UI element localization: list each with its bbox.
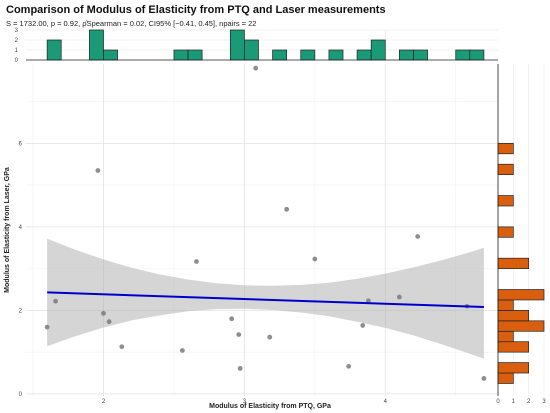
right-histogram-tick-label: 3 xyxy=(542,399,546,405)
right-histogram-bar xyxy=(497,341,530,353)
chart-subtitle: S = 1732.00, p = 0.92, ρ̂Spearman = 0.02… xyxy=(6,19,257,28)
x-tick-label: 4 xyxy=(384,399,388,405)
top-histogram-bar xyxy=(356,49,372,61)
top-histogram-bar xyxy=(370,39,386,61)
x-axis-title: Modulus of Elasticity from PTQ, GPa xyxy=(209,403,331,410)
data-point xyxy=(267,334,273,340)
right-histogram-bar xyxy=(497,362,530,374)
data-point xyxy=(360,323,366,328)
x-tick-label: 3 xyxy=(243,399,247,405)
top-histogram-tick-label: 3 xyxy=(15,28,19,34)
data-point xyxy=(415,234,421,239)
right-histogram-bar xyxy=(497,330,514,343)
right-histogram-bar xyxy=(497,226,514,238)
top-histogram-bar xyxy=(187,49,203,61)
top-histogram-tick-label: 0 xyxy=(15,58,19,64)
y-tick-label: 0 xyxy=(19,392,23,398)
data-point xyxy=(101,310,106,316)
data-point xyxy=(106,319,112,325)
right-histogram-bar xyxy=(497,310,530,322)
top-histogram-tick-label: 1 xyxy=(15,48,19,54)
data-point xyxy=(194,259,199,264)
data-point xyxy=(365,298,371,304)
y-tick-label: 6 xyxy=(19,141,23,147)
grid-layer xyxy=(26,64,498,396)
x-tick-label: 2 xyxy=(102,399,106,405)
top-histogram-bar xyxy=(103,49,118,61)
right-histogram-bar xyxy=(497,289,545,301)
y-axis-title: Modulus of Elasticity from Laser, GPa xyxy=(4,167,11,293)
top-histogram-bar xyxy=(413,49,428,61)
top-histogram-bar xyxy=(455,49,471,61)
top-histogram-bar xyxy=(229,29,245,61)
right-histogram-bar xyxy=(497,142,514,155)
data-point xyxy=(237,366,243,371)
right-histogram-tick-label: 0 xyxy=(496,399,500,405)
right-histogram-tick-label: 2 xyxy=(527,399,531,405)
chart-title: Comparison of Modulus of Elasticity from… xyxy=(6,4,386,16)
data-point xyxy=(95,168,101,173)
right-histogram: 0 1 2 3 xyxy=(496,64,546,405)
top-histogram-bar xyxy=(244,39,259,61)
data-point xyxy=(284,206,290,212)
data-point xyxy=(253,65,259,71)
top-histogram-bar xyxy=(300,49,316,61)
data-point xyxy=(346,363,352,369)
right-histogram-bar xyxy=(497,163,514,176)
y-tick-label: 2 xyxy=(19,308,23,314)
data-point xyxy=(481,376,487,381)
right-histogram-bar xyxy=(497,257,530,269)
top-histogram-bar xyxy=(469,49,485,61)
data-point xyxy=(119,344,125,350)
data-point xyxy=(179,348,185,353)
right-histogram-bar xyxy=(497,195,514,207)
top-histogram-bar xyxy=(328,49,344,61)
data-point xyxy=(53,298,58,304)
confidence-band xyxy=(47,238,484,359)
data-point xyxy=(229,316,235,322)
right-histogram-bar xyxy=(497,320,545,332)
right-histogram-bar xyxy=(497,299,514,311)
top-histogram-bar xyxy=(173,49,189,61)
data-point xyxy=(44,324,50,330)
y-tick-label: 4 xyxy=(19,225,23,231)
regression-line xyxy=(47,291,484,309)
main-plot: 2 3 4 0 2 4 6 xyxy=(19,65,487,405)
top-histogram: 0 1 2 3 xyxy=(15,28,498,64)
right-histogram-tick-label: 1 xyxy=(512,399,516,405)
data-point xyxy=(396,294,402,300)
top-histogram-bar xyxy=(272,49,288,61)
top-histogram-bar xyxy=(46,39,62,61)
right-histogram-bar xyxy=(497,372,514,384)
data-point xyxy=(312,256,318,262)
top-histogram-bar xyxy=(89,29,104,61)
top-histogram-bar xyxy=(399,49,414,61)
data-point xyxy=(236,332,242,338)
top-histogram-tick-label: 2 xyxy=(15,38,19,44)
